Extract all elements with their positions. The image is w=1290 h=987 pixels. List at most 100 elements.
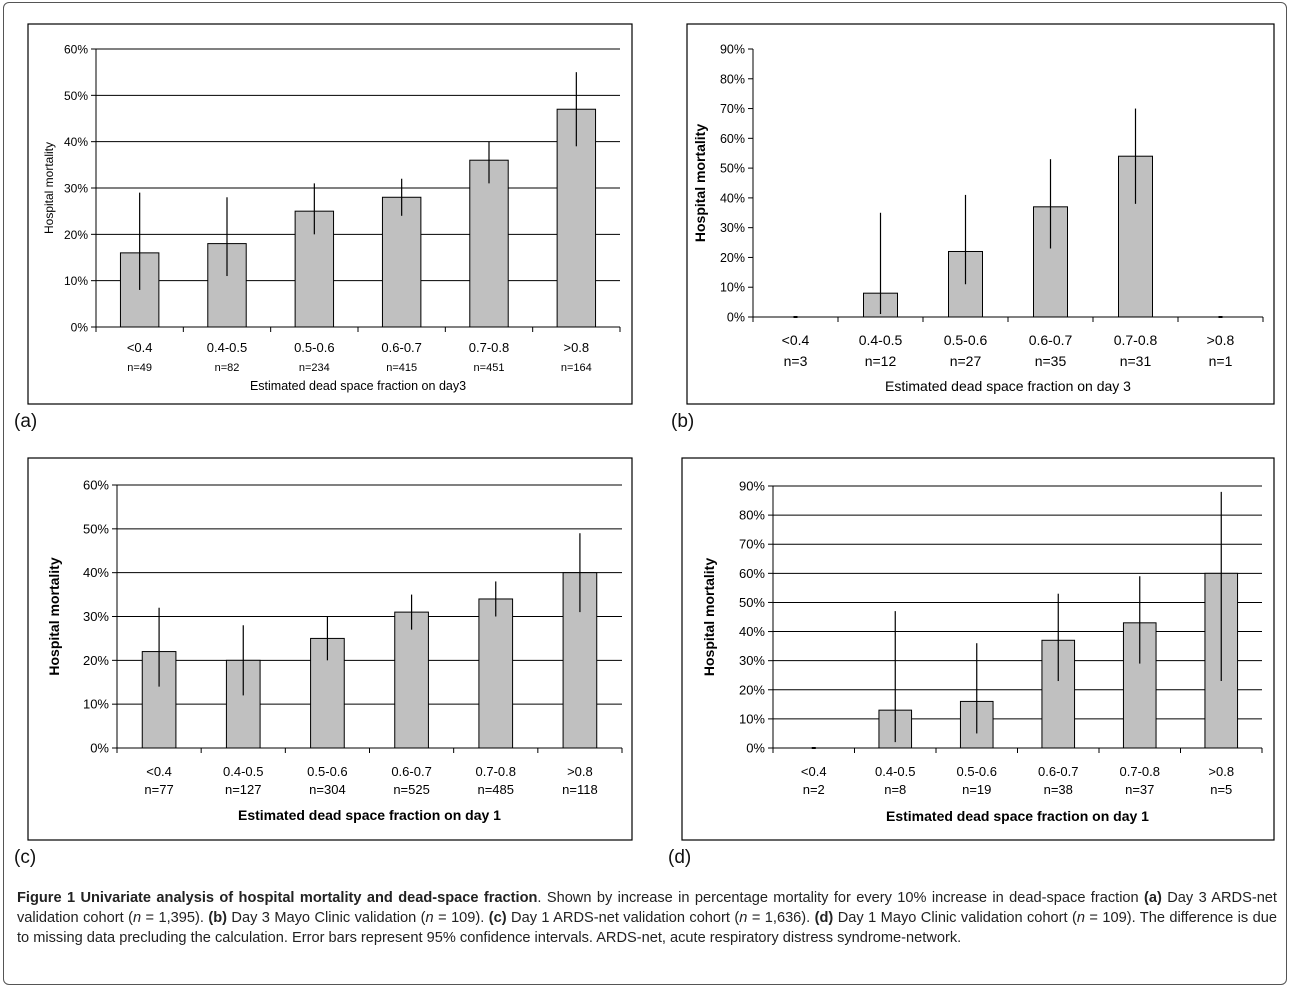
y-tick-label: 30% (83, 609, 109, 624)
x-n-label: n=2 (803, 782, 825, 797)
x-n-label: n=37 (1125, 782, 1154, 797)
x-category-label: 0.6-0.7 (381, 340, 421, 355)
bar (394, 611, 429, 749)
x-n-label: n=304 (309, 782, 346, 797)
figure-frame (3, 2, 1287, 985)
x-category-label: >0.8 (567, 764, 593, 779)
x-category-label: 0.4-0.5 (859, 332, 903, 348)
y-tick-label: 20% (64, 228, 88, 242)
y-tick-label: 50% (739, 595, 765, 610)
y-tick-label: 0% (90, 741, 109, 756)
y-tick-label: 20% (83, 653, 109, 668)
chart-border (27, 23, 633, 405)
y-tick-label: 30% (720, 221, 745, 235)
y-tick-label: 10% (83, 697, 109, 712)
chart-border (686, 23, 1275, 405)
y-tick-label: 80% (720, 72, 745, 86)
x-axis-title: Estimated dead space fraction on day 1 (886, 808, 1149, 824)
x-category-label: 0.7-0.8 (1120, 764, 1160, 779)
y-tick-label: 50% (720, 162, 745, 176)
bar (119, 252, 160, 328)
y-tick-label: 70% (720, 102, 745, 116)
y-tick-label: 30% (739, 653, 765, 668)
y-tick-label: 70% (739, 537, 765, 552)
panel-label-a: (a) (14, 411, 38, 432)
y-tick-label: 30% (64, 182, 88, 196)
x-n-label: n=35 (1035, 353, 1067, 369)
panel-label-c: (c) (14, 847, 37, 868)
y-tick-label: 10% (64, 274, 88, 288)
x-n-label: n=118 (562, 782, 598, 797)
x-n-label: n=8 (884, 782, 906, 797)
x-category-label: 0.4-0.5 (875, 764, 915, 779)
x-category-label: 0.7-0.8 (476, 764, 516, 779)
panel-label-b: (b) (671, 411, 695, 432)
x-category-label: 0.6-0.7 (391, 764, 431, 779)
x-n-label: n=31 (1120, 353, 1152, 369)
y-axis-title: Hospital mortality (42, 142, 56, 234)
y-tick-label: 40% (83, 565, 109, 580)
x-n-label: n=415 (386, 362, 417, 374)
x-category-label: 0.7-0.8 (469, 340, 509, 355)
chart-panel-c: 0% 10% 20% 30% 40% 50% 60% <0.4 n=77 0.4-0.5 n=127… (27, 457, 633, 841)
y-axis-title: Hospital mortality (701, 558, 717, 676)
x-category-label: 0.4-0.5 (223, 764, 263, 779)
y-tick-label: 0% (727, 311, 745, 325)
figure-caption: Figure 1 Univariate analysis of hospital… (17, 890, 1277, 946)
x-n-label: n=3 (784, 353, 808, 369)
y-axis-title: Hospital mortality (692, 124, 708, 242)
y-tick-label: 50% (64, 89, 88, 103)
bar (381, 196, 422, 328)
x-category-label: 0.6-0.7 (1029, 332, 1073, 348)
x-n-label: n=1 (1209, 353, 1233, 369)
x-category-label: <0.4 (127, 340, 153, 355)
y-tick-label: 40% (720, 191, 745, 205)
x-category-label: 0.4-0.5 (207, 340, 247, 355)
y-tick-label: 60% (83, 478, 109, 493)
y-tick-label: 60% (720, 132, 745, 146)
x-n-label: n=127 (225, 782, 262, 797)
panel-label-d: (d) (668, 847, 692, 868)
chart-panel-d: 0% 10% 20% 30% 40% 50% 60% 70% 80% 90% <0.4 n=2 0.4-… (681, 457, 1275, 841)
chart-panel-a: 0% 10% 20% 30% 40% 50% 60% <0.4 n=49 0.4-0.5 n=82 0… (27, 23, 633, 405)
x-n-label: n=485 (477, 782, 514, 797)
x-category-label: >0.8 (1208, 764, 1234, 779)
x-n-label: n=19 (962, 782, 991, 797)
x-n-label: n=5 (1210, 782, 1232, 797)
y-tick-label: 90% (720, 43, 745, 57)
x-n-label: n=38 (1044, 782, 1073, 797)
x-category-label: <0.4 (801, 764, 827, 779)
x-category-label: <0.4 (782, 332, 810, 348)
y-axis-title: Hospital mortality (46, 557, 62, 675)
x-n-label: n=77 (144, 782, 173, 797)
chart-border (27, 457, 633, 841)
y-tick-label: 40% (739, 624, 765, 639)
y-tick-label: 80% (739, 508, 765, 523)
x-n-label: n=12 (865, 353, 897, 369)
y-tick-label: 40% (64, 135, 88, 149)
chart-panel-b: 0% 10% 20% 30% 40% 50% 60% 70% 80% 90% <0.4 n=3 0.4-… (686, 23, 1275, 405)
y-tick-label: 20% (720, 251, 745, 265)
y-tick-label: 60% (64, 43, 88, 57)
x-n-label: n=234 (299, 362, 330, 374)
x-n-label: n=164 (561, 362, 592, 374)
bar (478, 598, 514, 749)
x-category-label: 0.5-0.6 (957, 764, 997, 779)
y-tick-label: 10% (720, 281, 745, 295)
y-tick-label: 0% (71, 321, 89, 335)
x-category-label: 0.7-0.8 (1114, 332, 1158, 348)
y-tick-label: 60% (739, 566, 765, 581)
x-axis-title: Estimated dead space fraction on day 3 (885, 378, 1131, 394)
x-axis-title: Estimated dead space fraction on day 1 (238, 807, 501, 823)
bar (469, 159, 509, 328)
x-n-label: n=525 (393, 782, 430, 797)
x-category-label: 0.5-0.6 (294, 340, 334, 355)
x-category-label: 0.6-0.7 (1038, 764, 1078, 779)
x-category-label: >0.8 (1207, 332, 1235, 348)
x-category-label: 0.5-0.6 (944, 332, 988, 348)
x-category-label: <0.4 (146, 764, 172, 779)
x-axis-title: Estimated dead space fraction on day3 (250, 379, 466, 393)
y-tick-label: 50% (83, 521, 109, 536)
x-n-label: n=49 (127, 362, 152, 374)
y-tick-label: 10% (739, 711, 765, 726)
